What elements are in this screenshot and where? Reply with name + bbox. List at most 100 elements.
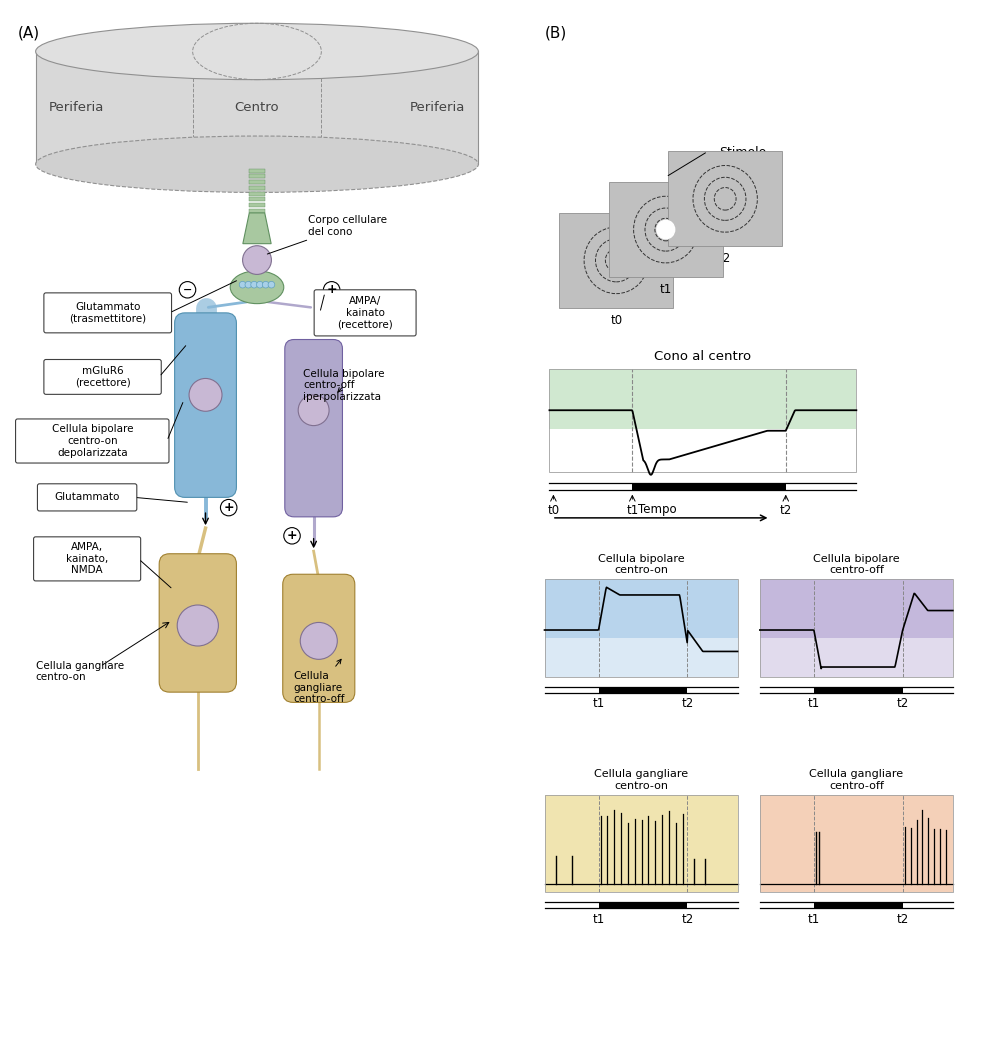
Text: t2: t2 — [780, 504, 792, 517]
Text: AMPA,
kainato,
NMDA: AMPA, kainato, NMDA — [66, 542, 108, 575]
Circle shape — [189, 379, 222, 411]
Circle shape — [256, 281, 263, 288]
FancyBboxPatch shape — [314, 290, 416, 336]
Bar — [760, 579, 952, 677]
Bar — [760, 795, 952, 892]
Circle shape — [262, 281, 269, 288]
Text: t1: t1 — [592, 698, 605, 710]
Bar — [544, 795, 738, 892]
Text: Cellula bipolare
centro-off
iperpolarizzata: Cellula bipolare centro-off iperpolarizz… — [303, 369, 385, 402]
Text: t2: t2 — [897, 698, 909, 710]
Circle shape — [221, 499, 237, 516]
Bar — [599, 687, 687, 693]
Polygon shape — [243, 213, 271, 244]
Bar — [814, 903, 903, 908]
Circle shape — [298, 395, 329, 426]
Bar — [549, 369, 856, 472]
FancyBboxPatch shape — [44, 360, 161, 394]
Text: Cellula gangliare
centro-on: Cellula gangliare centro-on — [594, 769, 688, 791]
Text: Cellula gangliare
centro-on: Cellula gangliare centro-on — [36, 661, 124, 682]
Text: Cono al centro: Cono al centro — [654, 350, 751, 363]
Text: Cellula
gangliare
centro-off: Cellula gangliare centro-off — [293, 659, 345, 704]
Bar — [249, 203, 264, 207]
Bar — [633, 483, 786, 490]
Text: Glutammato
(trasmettitore): Glutammato (trasmettitore) — [69, 302, 147, 323]
FancyBboxPatch shape — [16, 419, 169, 463]
Text: +: + — [327, 283, 337, 296]
Circle shape — [243, 246, 271, 274]
Bar — [249, 175, 264, 178]
Circle shape — [245, 281, 251, 288]
Text: Stimolo
luminoso
al centro: Stimolo luminoso al centro — [714, 146, 771, 189]
Text: t0: t0 — [610, 314, 623, 327]
Text: t2: t2 — [681, 698, 693, 710]
Bar — [249, 180, 264, 184]
Text: (A): (A) — [18, 26, 40, 41]
Text: +: + — [287, 529, 297, 542]
Ellipse shape — [36, 136, 478, 192]
Circle shape — [300, 622, 338, 659]
Text: mGluR6
(recettore): mGluR6 (recettore) — [74, 366, 131, 388]
Text: t1: t1 — [659, 283, 672, 296]
Bar — [249, 186, 264, 190]
FancyBboxPatch shape — [285, 340, 343, 517]
Text: (B): (B) — [544, 26, 566, 41]
Text: AMPA/
kainato
(recettore): AMPA/ kainato (recettore) — [338, 296, 393, 329]
Bar — [249, 209, 264, 213]
Bar — [559, 213, 673, 308]
Bar — [549, 429, 856, 472]
Text: t1: t1 — [808, 698, 820, 710]
Bar — [544, 638, 738, 677]
Text: t2: t2 — [681, 912, 693, 926]
Text: t0: t0 — [547, 504, 559, 517]
Text: Tempo: Tempo — [638, 503, 676, 516]
Text: t1: t1 — [592, 912, 605, 926]
Bar — [599, 903, 687, 908]
Text: t1: t1 — [808, 912, 820, 926]
Text: Cellula bipolare
centro-on
depolarizzata: Cellula bipolare centro-on depolarizzata — [51, 425, 133, 457]
Circle shape — [179, 281, 196, 298]
Circle shape — [324, 281, 340, 298]
Text: Cellula bipolare
centro-on: Cellula bipolare centro-on — [598, 553, 684, 575]
Bar — [760, 579, 952, 677]
Circle shape — [177, 605, 219, 646]
Text: Cellula bipolare
centro-off: Cellula bipolare centro-off — [813, 553, 900, 575]
Text: Periferia: Periferia — [50, 101, 105, 114]
Text: Centro: Centro — [235, 101, 279, 114]
Bar — [249, 168, 264, 173]
Ellipse shape — [36, 23, 478, 79]
Bar — [544, 795, 738, 892]
Circle shape — [657, 221, 675, 238]
Circle shape — [268, 281, 275, 288]
Bar — [249, 191, 264, 196]
Text: +: + — [224, 501, 234, 515]
Text: Glutammato: Glutammato — [54, 493, 120, 502]
Circle shape — [284, 527, 300, 544]
FancyBboxPatch shape — [283, 574, 354, 703]
Bar — [36, 51, 478, 164]
Bar — [549, 369, 856, 472]
Bar — [544, 579, 738, 677]
FancyBboxPatch shape — [44, 293, 171, 333]
Bar — [668, 152, 782, 246]
Bar — [609, 182, 723, 277]
Circle shape — [250, 281, 257, 288]
Bar — [249, 198, 264, 202]
Circle shape — [240, 281, 246, 288]
FancyBboxPatch shape — [174, 313, 237, 497]
Text: t2: t2 — [719, 252, 732, 266]
Bar — [814, 687, 903, 693]
FancyBboxPatch shape — [34, 537, 141, 581]
Text: t1: t1 — [627, 504, 639, 517]
Text: Corpo cellulare
del cono: Corpo cellulare del cono — [267, 214, 387, 254]
Bar — [544, 579, 738, 677]
FancyBboxPatch shape — [38, 484, 137, 510]
Text: Cellula gangliare
centro-off: Cellula gangliare centro-off — [809, 769, 904, 791]
FancyBboxPatch shape — [159, 553, 237, 692]
Text: −: − — [183, 285, 192, 295]
Ellipse shape — [231, 271, 284, 303]
Text: t2: t2 — [897, 912, 909, 926]
Bar — [760, 795, 952, 892]
Bar — [760, 638, 952, 677]
Text: Periferia: Periferia — [410, 101, 465, 114]
